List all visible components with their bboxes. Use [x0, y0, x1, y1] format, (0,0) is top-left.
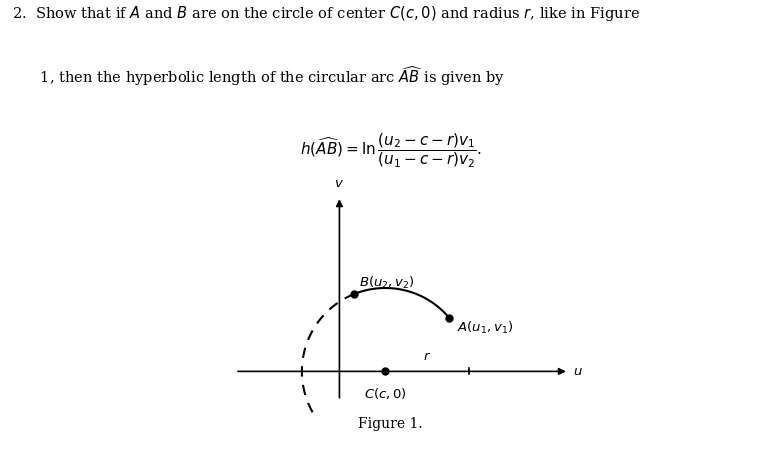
Text: $B(u_2, v_2)$: $B(u_2, v_2)$	[359, 275, 415, 291]
Text: $u$: $u$	[573, 365, 583, 378]
Text: $C(c, 0)$: $C(c, 0)$	[364, 387, 407, 401]
Text: 1, then the hyperbolic length of the circular arc $\widehat{AB}$ is given by: 1, then the hyperbolic length of the cir…	[12, 64, 505, 88]
Text: $v$: $v$	[334, 176, 344, 189]
Text: Figure 1.: Figure 1.	[358, 417, 423, 431]
Text: 2.  Show that if $A$ and $B$ are on the circle of center $C(c, 0)$ and radius $r: 2. Show that if $A$ and $B$ are on the c…	[12, 4, 640, 23]
Text: $A(u_1, v_1)$: $A(u_1, v_1)$	[458, 319, 514, 335]
Text: $r$: $r$	[423, 350, 431, 363]
Text: $h(\widehat{AB}) = \ln \dfrac{(u_2 - c - r)v_1}{(u_1 - c - r)v_2}.$: $h(\widehat{AB}) = \ln \dfrac{(u_2 - c -…	[300, 132, 481, 170]
